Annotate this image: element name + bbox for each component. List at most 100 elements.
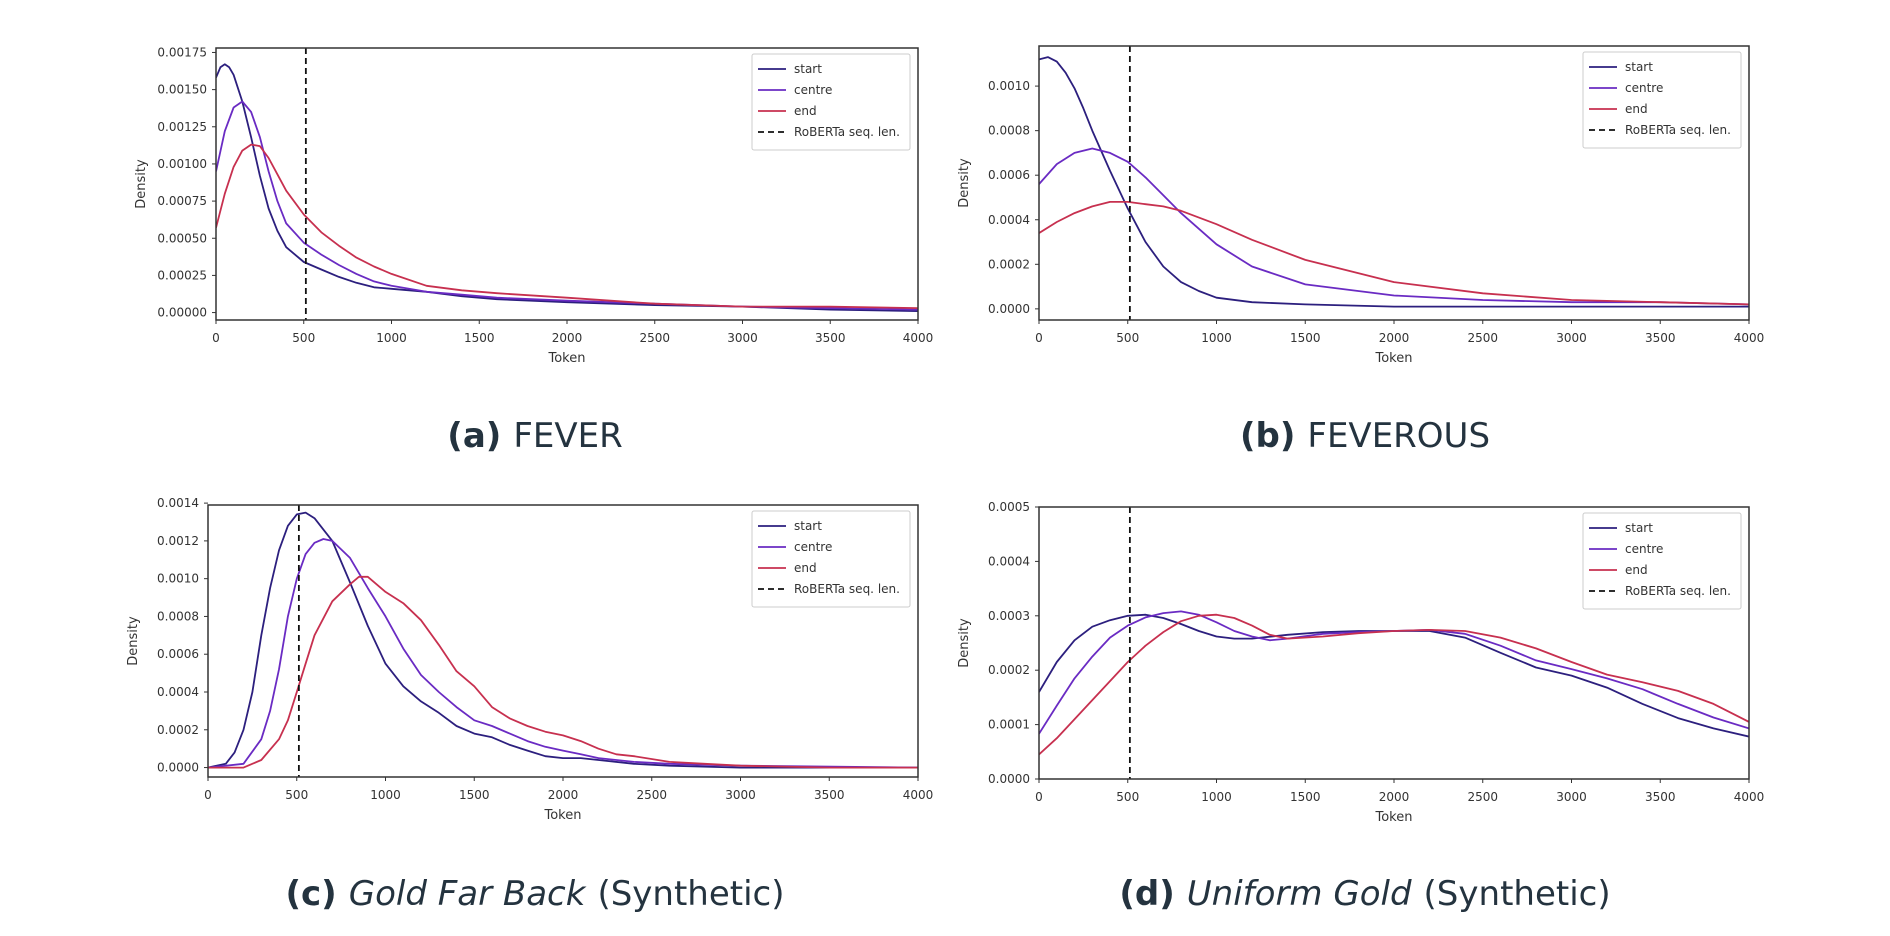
- y-tick-label: 0.0008: [988, 124, 1030, 138]
- y-tick-label: 0.0006: [988, 168, 1030, 182]
- y-tick-label: 0.0004: [988, 213, 1030, 227]
- y-tick-label: 0.0010: [988, 79, 1030, 93]
- y-tick-label: 0.0014: [157, 496, 199, 510]
- y-tick-label: 0.0006: [157, 647, 199, 661]
- legend-label: centre: [794, 83, 832, 97]
- x-axis-label: Token: [1375, 810, 1413, 825]
- y-tick-label: 0.0002: [988, 257, 1030, 271]
- legend-label: end: [794, 104, 817, 118]
- y-tick-label: 0.0000: [157, 761, 199, 775]
- y-axis-label: Density: [126, 616, 141, 666]
- x-tick-label: 3500: [814, 788, 845, 802]
- y-axis-label: Density: [957, 618, 972, 668]
- x-tick-label: 3500: [1645, 331, 1676, 345]
- x-tick-label: 2500: [636, 788, 667, 802]
- chart-panel-2: 0 500 1000 1500 2000 2500 3000 3500 4000 0.0000 0.…: [126, 496, 933, 914]
- x-tick-label: 3500: [1645, 790, 1676, 804]
- series-line-end: [216, 143, 918, 309]
- x-tick-label: 3000: [725, 788, 756, 802]
- x-tick-label: 0: [1035, 331, 1043, 345]
- x-tick-label: 1000: [1201, 790, 1232, 804]
- x-tick-label: 4000: [1734, 790, 1765, 804]
- panel-caption: (b) FEVEROUS: [1240, 416, 1490, 456]
- x-tick-label: 2500: [1467, 790, 1498, 804]
- caption-title: FEVER: [513, 416, 622, 456]
- x-tick-label: 3000: [1556, 331, 1587, 345]
- caption-label: (b): [1240, 416, 1295, 456]
- legend-label: RoBERTa seq. len.: [794, 125, 900, 139]
- x-tick-label: 1000: [376, 331, 407, 345]
- series-line-start: [216, 63, 918, 312]
- x-tick-label: 2500: [639, 331, 670, 345]
- caption-suffix: (Synthetic): [597, 874, 784, 914]
- panel-caption: (c) Gold Far Back (Synthetic): [285, 874, 784, 914]
- caption-label: (c): [285, 874, 336, 914]
- chart-panel-3: 0 500 1000 1500 2000 2500 3000 3500 4000 0.0000 0.…: [957, 500, 1764, 914]
- panel-caption: (a) FEVER: [447, 416, 622, 456]
- legend-label: RoBERTa seq. len.: [1625, 584, 1731, 598]
- series-line-end: [1039, 613, 1749, 756]
- legend-label: start: [794, 519, 822, 533]
- x-tick-label: 4000: [903, 788, 934, 802]
- x-axis-label: Token: [1375, 351, 1413, 366]
- x-tick-label: 0: [1035, 790, 1043, 804]
- legend-label: start: [1625, 521, 1653, 535]
- y-axis-label: Density: [957, 158, 972, 208]
- y-tick-label: 0.00150: [157, 83, 207, 97]
- plot-frame: [215, 47, 919, 321]
- x-axis-label: Token: [548, 351, 586, 366]
- x-tick-label: 2000: [552, 331, 583, 345]
- series-line-end: [1039, 201, 1749, 306]
- x-tick-label: 1500: [464, 331, 495, 345]
- y-tick-label: 0.0002: [988, 663, 1030, 677]
- legend-label: RoBERTa seq. len.: [1625, 123, 1731, 137]
- series-line-start: [1039, 56, 1749, 308]
- plot-frame: [1038, 45, 1750, 321]
- y-tick-label: 0.00000: [157, 306, 207, 320]
- legend-box: [1582, 512, 1742, 610]
- y-tick-label: 0.0008: [157, 609, 199, 623]
- x-tick-label: 4000: [1734, 331, 1765, 345]
- x-tick-label: 1500: [1290, 790, 1321, 804]
- y-tick-label: 0.00125: [157, 120, 207, 134]
- y-tick-label: 0.00175: [157, 45, 207, 59]
- y-axis-label: Density: [134, 159, 149, 209]
- x-tick-label: 1000: [1201, 331, 1232, 345]
- y-tick-label: 0.0000: [988, 302, 1030, 316]
- legend-label: centre: [794, 540, 832, 554]
- legend-box: [751, 53, 911, 151]
- caption-suffix: (Synthetic): [1424, 874, 1611, 914]
- x-tick-label: 500: [292, 331, 315, 345]
- series-line-centre: [1039, 147, 1749, 306]
- legend-label: end: [794, 561, 817, 575]
- x-tick-label: 500: [1116, 331, 1139, 345]
- y-tick-label: 0.0001: [988, 718, 1030, 732]
- y-tick-label: 0.0002: [157, 723, 199, 737]
- x-tick-label: 500: [285, 788, 308, 802]
- y-tick-label: 0.0012: [157, 534, 199, 548]
- y-tick-label: 0.0010: [157, 572, 199, 586]
- panel-caption: (d) Uniform Gold (Synthetic): [1119, 874, 1610, 914]
- plot-frame: [1038, 506, 1750, 780]
- y-tick-label: 0.00075: [157, 194, 207, 208]
- x-tick-label: 2000: [1379, 331, 1410, 345]
- x-axis-label: Token: [544, 808, 582, 823]
- chart-panel-0: 0 500 1000 1500 2000 2500 3000 3500 4000 0.00000 0…: [134, 45, 933, 456]
- caption-label: (d): [1119, 874, 1174, 914]
- x-tick-label: 3000: [1556, 790, 1587, 804]
- x-tick-label: 3000: [727, 331, 758, 345]
- legend-label: end: [1625, 563, 1648, 577]
- series-line-start: [1039, 613, 1749, 738]
- caption-title: FEVEROUS: [1307, 416, 1490, 456]
- legend-box: [1582, 51, 1742, 149]
- x-tick-label: 500: [1116, 790, 1139, 804]
- x-tick-label: 3500: [815, 331, 846, 345]
- x-tick-label: 2500: [1467, 331, 1498, 345]
- y-tick-label: 0.00050: [157, 231, 207, 245]
- legend-label: centre: [1625, 542, 1663, 556]
- x-tick-label: 0: [204, 788, 212, 802]
- x-tick-label: 2000: [548, 788, 579, 802]
- x-tick-label: 0: [212, 331, 220, 345]
- x-tick-label: 1500: [1290, 331, 1321, 345]
- legend-label: start: [794, 62, 822, 76]
